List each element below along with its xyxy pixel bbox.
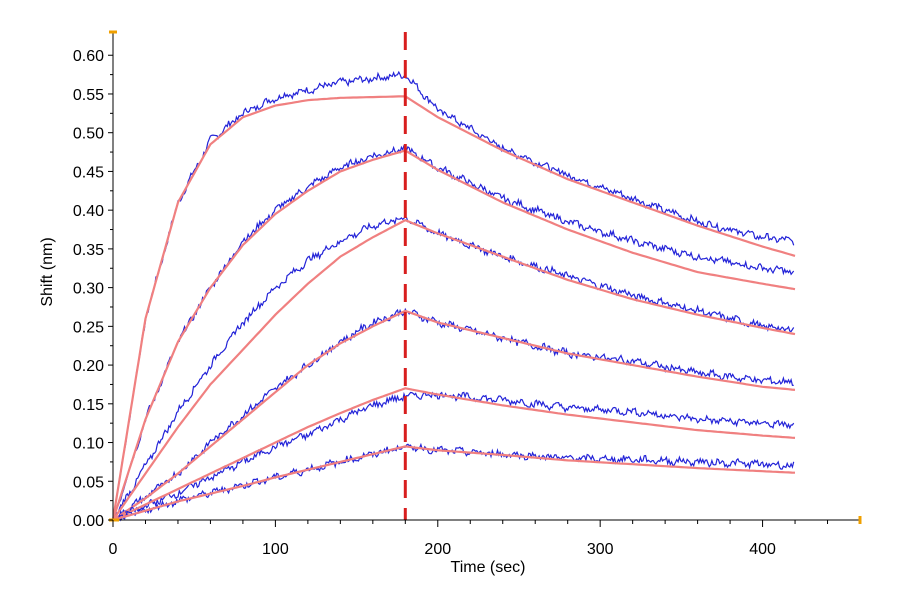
fit-curve-2 xyxy=(111,149,796,521)
measured-trace-5 xyxy=(112,391,795,522)
y-tick-label: 0.35 xyxy=(73,242,104,259)
fit-curve-4 xyxy=(112,309,796,521)
y-tick-label: 0.40 xyxy=(73,203,104,220)
measured-trace-6 xyxy=(112,442,795,521)
y-tick-label: 0.45 xyxy=(73,164,104,181)
y-tick-label: 0.10 xyxy=(73,436,104,453)
y-tick-label: 0.25 xyxy=(73,319,104,336)
x-tick-label: 200 xyxy=(424,541,451,558)
y-tick-label: 0.15 xyxy=(73,397,104,414)
y-tick-label: 0.30 xyxy=(73,281,104,298)
x-tick-label: 0 xyxy=(109,541,118,558)
x-tick-label: 400 xyxy=(749,541,776,558)
y-tick-label: 0.00 xyxy=(73,513,104,530)
fit-curve-1 xyxy=(111,95,796,521)
fit-curve-6 xyxy=(112,445,796,522)
y-axis-label: Shift (nm) xyxy=(39,237,56,306)
x-tick-label: 100 xyxy=(262,541,289,558)
y-tick-label: 0.55 xyxy=(73,87,104,104)
x-tick-label: 300 xyxy=(587,541,614,558)
x-axis-label: Time (sec) xyxy=(451,559,526,576)
y-tick-label: 0.20 xyxy=(73,358,104,375)
fit-curve-3 xyxy=(112,218,796,521)
axes-group: 0.00 0.05 0.10 0.15 0.20 0.25 0.30 0.35 0.40 0.45… xyxy=(73,30,862,558)
measured-trace-1 xyxy=(112,70,795,521)
series-group xyxy=(111,70,796,522)
measured-trace-4 xyxy=(112,307,794,521)
y-tick-label: 0.60 xyxy=(73,48,104,65)
y-tick-label: 0.50 xyxy=(73,126,104,143)
fit-curve-5 xyxy=(112,387,796,521)
y-tick-label: 0.05 xyxy=(73,474,104,491)
